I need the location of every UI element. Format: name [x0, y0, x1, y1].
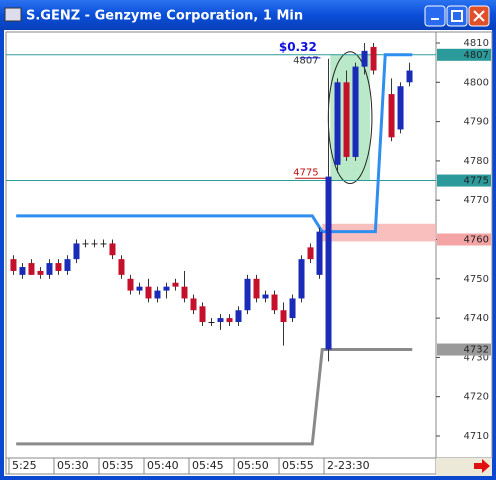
- title-bar: [0, 0, 496, 30]
- candle-body: [154, 290, 161, 299]
- candle-body: [208, 322, 215, 324]
- x-tick-label: 05:40: [147, 459, 179, 472]
- minimize-icon: [431, 18, 439, 20]
- candle-body: [199, 306, 206, 323]
- candle-body: [190, 298, 197, 311]
- candle-body: [280, 310, 287, 323]
- candle-body: [343, 82, 350, 157]
- candle-body: [118, 259, 125, 275]
- level-box: [437, 343, 491, 356]
- candle-body: [91, 243, 98, 245]
- annotation: 4807: [293, 55, 318, 66]
- x-tick-label: 05:50: [237, 459, 269, 472]
- candle-body: [253, 278, 260, 299]
- y-tick-label: 4720: [464, 392, 489, 403]
- candle-body: [100, 243, 107, 245]
- candle-body: [334, 82, 341, 165]
- level-box: [437, 233, 491, 246]
- y-tick-label: 4770: [464, 195, 489, 206]
- y-tick-label: 4810: [464, 38, 489, 49]
- level-label: 4775: [464, 176, 489, 187]
- candle-body: [136, 286, 143, 291]
- x-tick-label: 5:25: [12, 459, 37, 472]
- candle-body: [289, 298, 296, 319]
- candle-body: [370, 46, 377, 71]
- candle-body: [181, 286, 188, 299]
- minimize-button[interactable]: [424, 5, 446, 27]
- x-tick-label: 2-23:30: [327, 459, 370, 472]
- x-tick-label: 05:35: [102, 459, 134, 472]
- candle-body: [397, 86, 404, 130]
- x-tick-label: 05:55: [282, 459, 314, 472]
- x-tick-label: 05:45: [192, 459, 224, 472]
- candle-body: [262, 294, 269, 299]
- candle-body: [64, 259, 71, 271]
- close-icon: [473, 10, 485, 22]
- candle-body: [163, 286, 170, 291]
- y-tick-label: 4710: [464, 431, 489, 442]
- level-box: [437, 174, 491, 187]
- candle-body: [325, 176, 332, 350]
- candle-body: [73, 243, 80, 260]
- x-tick-label: 05:30: [57, 459, 89, 472]
- candle-body: [388, 94, 395, 138]
- candle-body: [19, 267, 26, 275]
- annotation: $0.32: [279, 40, 317, 54]
- y-tick-label: 4740: [464, 313, 489, 324]
- window-title: S.GENZ - Genzyme Corporation, 1 Min: [26, 9, 303, 24]
- y-tick-label: 4780: [464, 156, 489, 167]
- candle-body: [235, 310, 242, 323]
- window-icon: [4, 7, 22, 22]
- maximize-button[interactable]: [446, 5, 468, 27]
- price-band: [322, 223, 436, 242]
- candle-body: [271, 294, 278, 311]
- plot-area: [5, 31, 437, 459]
- candle-body: [361, 50, 368, 67]
- step-line: [16, 348, 413, 446]
- annotation: 4775: [293, 168, 318, 179]
- candle-body: [298, 259, 305, 299]
- candle-body: [226, 318, 233, 323]
- corner: [436, 458, 492, 476]
- y-tick-label: 4730: [464, 352, 489, 363]
- candle-body: [37, 270, 44, 275]
- candle-body: [55, 263, 62, 271]
- level-box: [437, 48, 491, 61]
- candle-body: [406, 70, 413, 83]
- candle-body: [46, 263, 53, 275]
- y-tick-label: 4750: [464, 274, 489, 285]
- level-label: 4807: [464, 50, 489, 61]
- candle-body: [307, 247, 314, 260]
- scroll-arrow[interactable]: [474, 459, 490, 473]
- candle-body: [244, 278, 251, 311]
- maximize-icon: [451, 10, 463, 22]
- candle-body: [10, 259, 17, 271]
- y-tick-label: 4800: [464, 77, 489, 88]
- candle-body: [316, 231, 323, 275]
- candle-body: [28, 263, 35, 275]
- candle-body: [172, 282, 179, 287]
- candle-body: [352, 66, 359, 157]
- level-label: 4732: [464, 345, 489, 356]
- candle-body: [82, 243, 89, 245]
- plot: 4710 4720 4730 4740 4750 4760 4770 4780 4790 4800…: [6, 38, 491, 474]
- candle-body: [109, 243, 116, 256]
- step-line: [16, 53, 413, 234]
- candle-body: [217, 318, 224, 323]
- candle-body: [127, 278, 134, 291]
- level-label: 4760: [464, 234, 489, 245]
- candle-body: [145, 286, 152, 299]
- y-tick-label: 4790: [464, 117, 489, 128]
